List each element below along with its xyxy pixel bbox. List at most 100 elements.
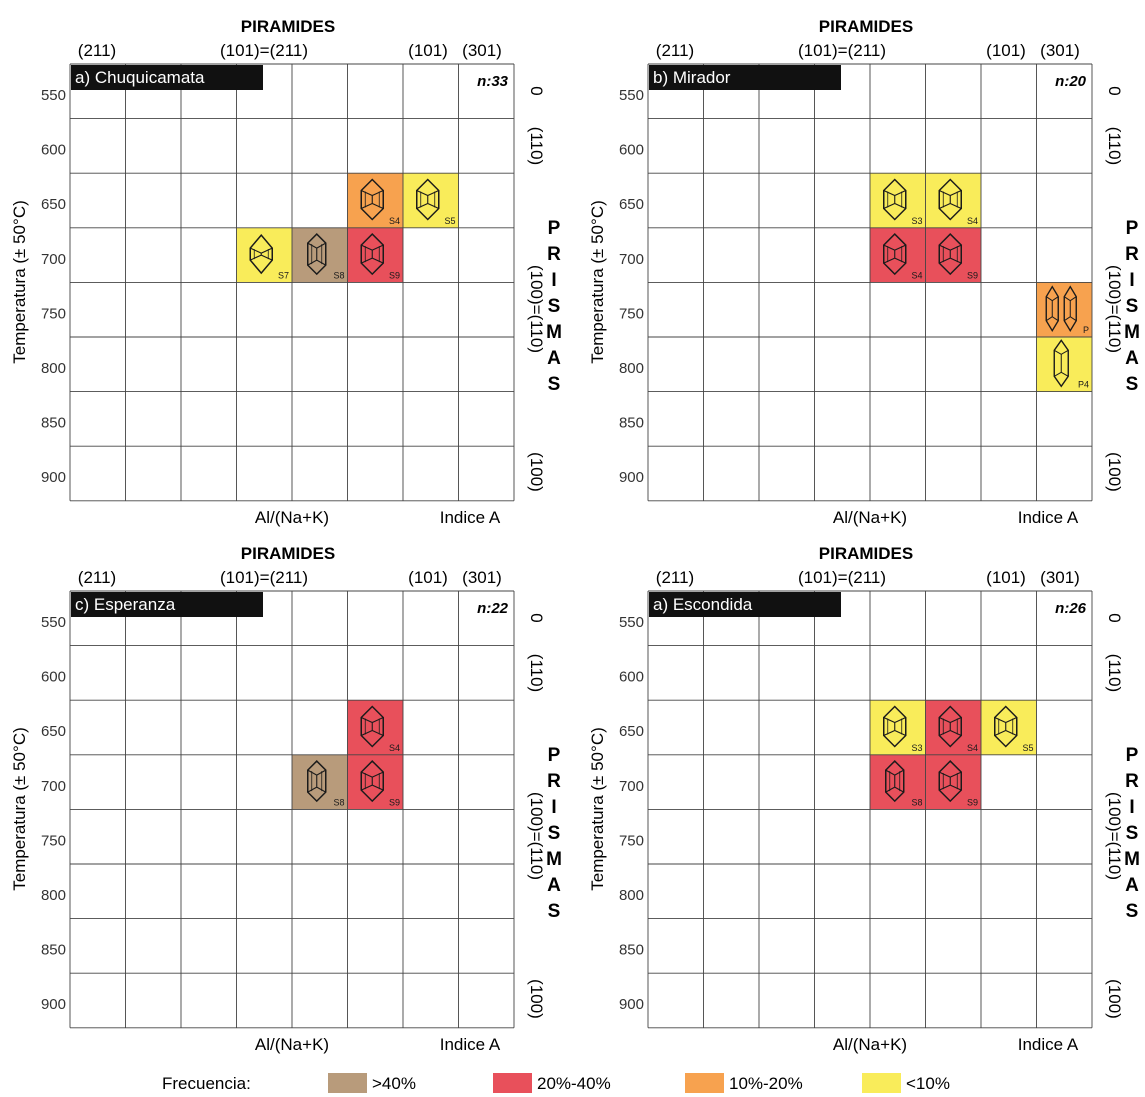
top-index-label: (101)=(211) [798, 568, 886, 587]
y-tick-label: 550 [41, 87, 66, 104]
crystal-prism-faces [887, 191, 903, 208]
right-index-label: (100)=(110) [1105, 792, 1124, 880]
cell-label: S4 [389, 743, 400, 753]
legend-swatch [862, 1073, 901, 1093]
crystal-prism-faces [942, 718, 958, 735]
crystal-prism-faces [942, 191, 958, 208]
chart-panel: S4 S8 S9 c) Esperanza n:22 PIRAMIDES (211) (101… [10, 544, 562, 1054]
crystal-prism-faces [364, 718, 380, 735]
top-index-label: (101) [986, 568, 1026, 587]
y-tick-label: 600 [41, 669, 66, 686]
top-index-label: (301) [462, 568, 502, 587]
cell-label: S3 [911, 216, 922, 226]
chart-panel: S3 S4 S5 S8 S9 a) Escondida n:26 PIRAMIDES (211)… [588, 544, 1140, 1054]
side-title-letter: S [548, 901, 561, 922]
cell-label: S4 [911, 270, 922, 280]
right-index-label: (100) [1105, 979, 1124, 1019]
top-index-label: (301) [1040, 568, 1080, 587]
x-axis-label: Al/(Na+K) [833, 508, 907, 527]
y-tick-label: 900 [41, 469, 66, 486]
chart-panel: S3 S4 S4 S9 P P4 b) Mirador n:20 PIRAMIDES (211) (… [588, 17, 1140, 527]
x-axis-label: Al/(Na+K) [833, 1035, 907, 1054]
cell-label: S4 [967, 743, 978, 753]
side-title-letter: I [1129, 797, 1134, 818]
y-tick-label: 600 [619, 669, 644, 686]
crystal-prism-edges [1063, 296, 1077, 322]
y-tick-label: 550 [619, 87, 644, 104]
panel-label: c) Esperanza [75, 595, 176, 614]
legend-label: 10%-20% [729, 1074, 803, 1093]
panel-label: a) Chuquicamata [75, 68, 205, 87]
right-index-label: (110) [1105, 654, 1124, 692]
chart-title: PIRAMIDES [819, 17, 913, 36]
crystal-prism-faces [887, 246, 903, 263]
crystal-prism-faces [420, 191, 436, 208]
y-tick-label: 850 [41, 415, 66, 432]
sample-count: n:22 [477, 600, 509, 617]
crystal-prism-faces [364, 773, 380, 790]
cell-label: P4 [1078, 380, 1089, 390]
crystal-prism-faces [364, 246, 380, 263]
y-tick-label: 800 [619, 887, 644, 904]
panel-label-box [649, 592, 841, 617]
legend-title: Frecuencia: [162, 1074, 251, 1093]
right-index-label: (110) [1105, 127, 1124, 165]
cell-label: S7 [278, 270, 289, 280]
side-title-letter: I [551, 270, 556, 291]
sample-count: n:33 [477, 73, 509, 90]
legend-swatch [328, 1073, 367, 1093]
crystal-prism-faces [998, 718, 1014, 735]
y-tick-label: 550 [619, 614, 644, 631]
legend-swatch [493, 1073, 532, 1093]
side-title-letter: M [1124, 849, 1140, 870]
y-tick-label: 850 [41, 942, 66, 959]
crystal-prism-faces [253, 249, 269, 260]
y-tick-label: 750 [619, 832, 644, 849]
right-index-label: 0 [1105, 86, 1124, 95]
y-tick-label: 700 [619, 778, 644, 795]
y-tick-label: 600 [619, 142, 644, 159]
x-axis-label: Al/(Na+K) [255, 508, 329, 527]
y-tick-label: 750 [41, 305, 66, 322]
right-index-label: (100)=(110) [1105, 265, 1124, 353]
side-title-letter: S [1126, 901, 1139, 922]
chart-title: PIRAMIDES [819, 544, 913, 563]
y-tick-label: 650 [41, 196, 66, 213]
y-tick-label: 650 [619, 723, 644, 740]
crystal-prism-faces [311, 244, 323, 265]
top-index-label: (101) [986, 41, 1026, 60]
crystal-prism-faces [942, 246, 958, 263]
y-tick-label: 650 [619, 196, 644, 213]
cell-label: S9 [967, 797, 978, 807]
crystal-face-edges [307, 769, 327, 793]
side-title-letter: M [1124, 322, 1140, 343]
legend-label: 20%-40% [537, 1074, 611, 1093]
side-title-letter: A [1125, 875, 1139, 896]
side-title-letter: S [1126, 823, 1139, 844]
crystal-prism-faces [942, 773, 958, 790]
y-tick-label: 900 [619, 469, 644, 486]
y-tick-label: 600 [41, 142, 66, 159]
right-index-label: (100)=(110) [527, 265, 546, 353]
top-index-label: (211) [656, 568, 694, 587]
panel-label-box [649, 65, 841, 90]
x-axis-label: Indice A [440, 508, 501, 527]
cell-label: S9 [389, 797, 400, 807]
x-axis-label: Indice A [440, 1035, 501, 1054]
side-title-letter: A [1125, 348, 1139, 369]
heatmap-cell [236, 227, 292, 283]
top-index-label: (211) [656, 41, 694, 60]
right-index-label: (100) [527, 979, 546, 1019]
crystal-prism-faces [364, 191, 380, 208]
cell-label: S4 [967, 216, 978, 226]
crystal-face-edges [307, 242, 327, 266]
top-index-label: (101)=(211) [220, 41, 308, 60]
chart-panel: S4 S5 S7 S8 S9 a) Chuquicamata n:33 PIRAMIDES (2… [10, 17, 562, 527]
side-title-letter: S [1126, 296, 1139, 317]
side-title-letter: I [1129, 270, 1134, 291]
chart-title: PIRAMIDES [241, 544, 335, 563]
cell-label: S8 [911, 797, 922, 807]
y-tick-label: 700 [41, 778, 66, 795]
crystal-prism-faces [887, 718, 903, 735]
legend: Frecuencia: >40% 20%-40% 10%-20% <10% [162, 1073, 950, 1093]
